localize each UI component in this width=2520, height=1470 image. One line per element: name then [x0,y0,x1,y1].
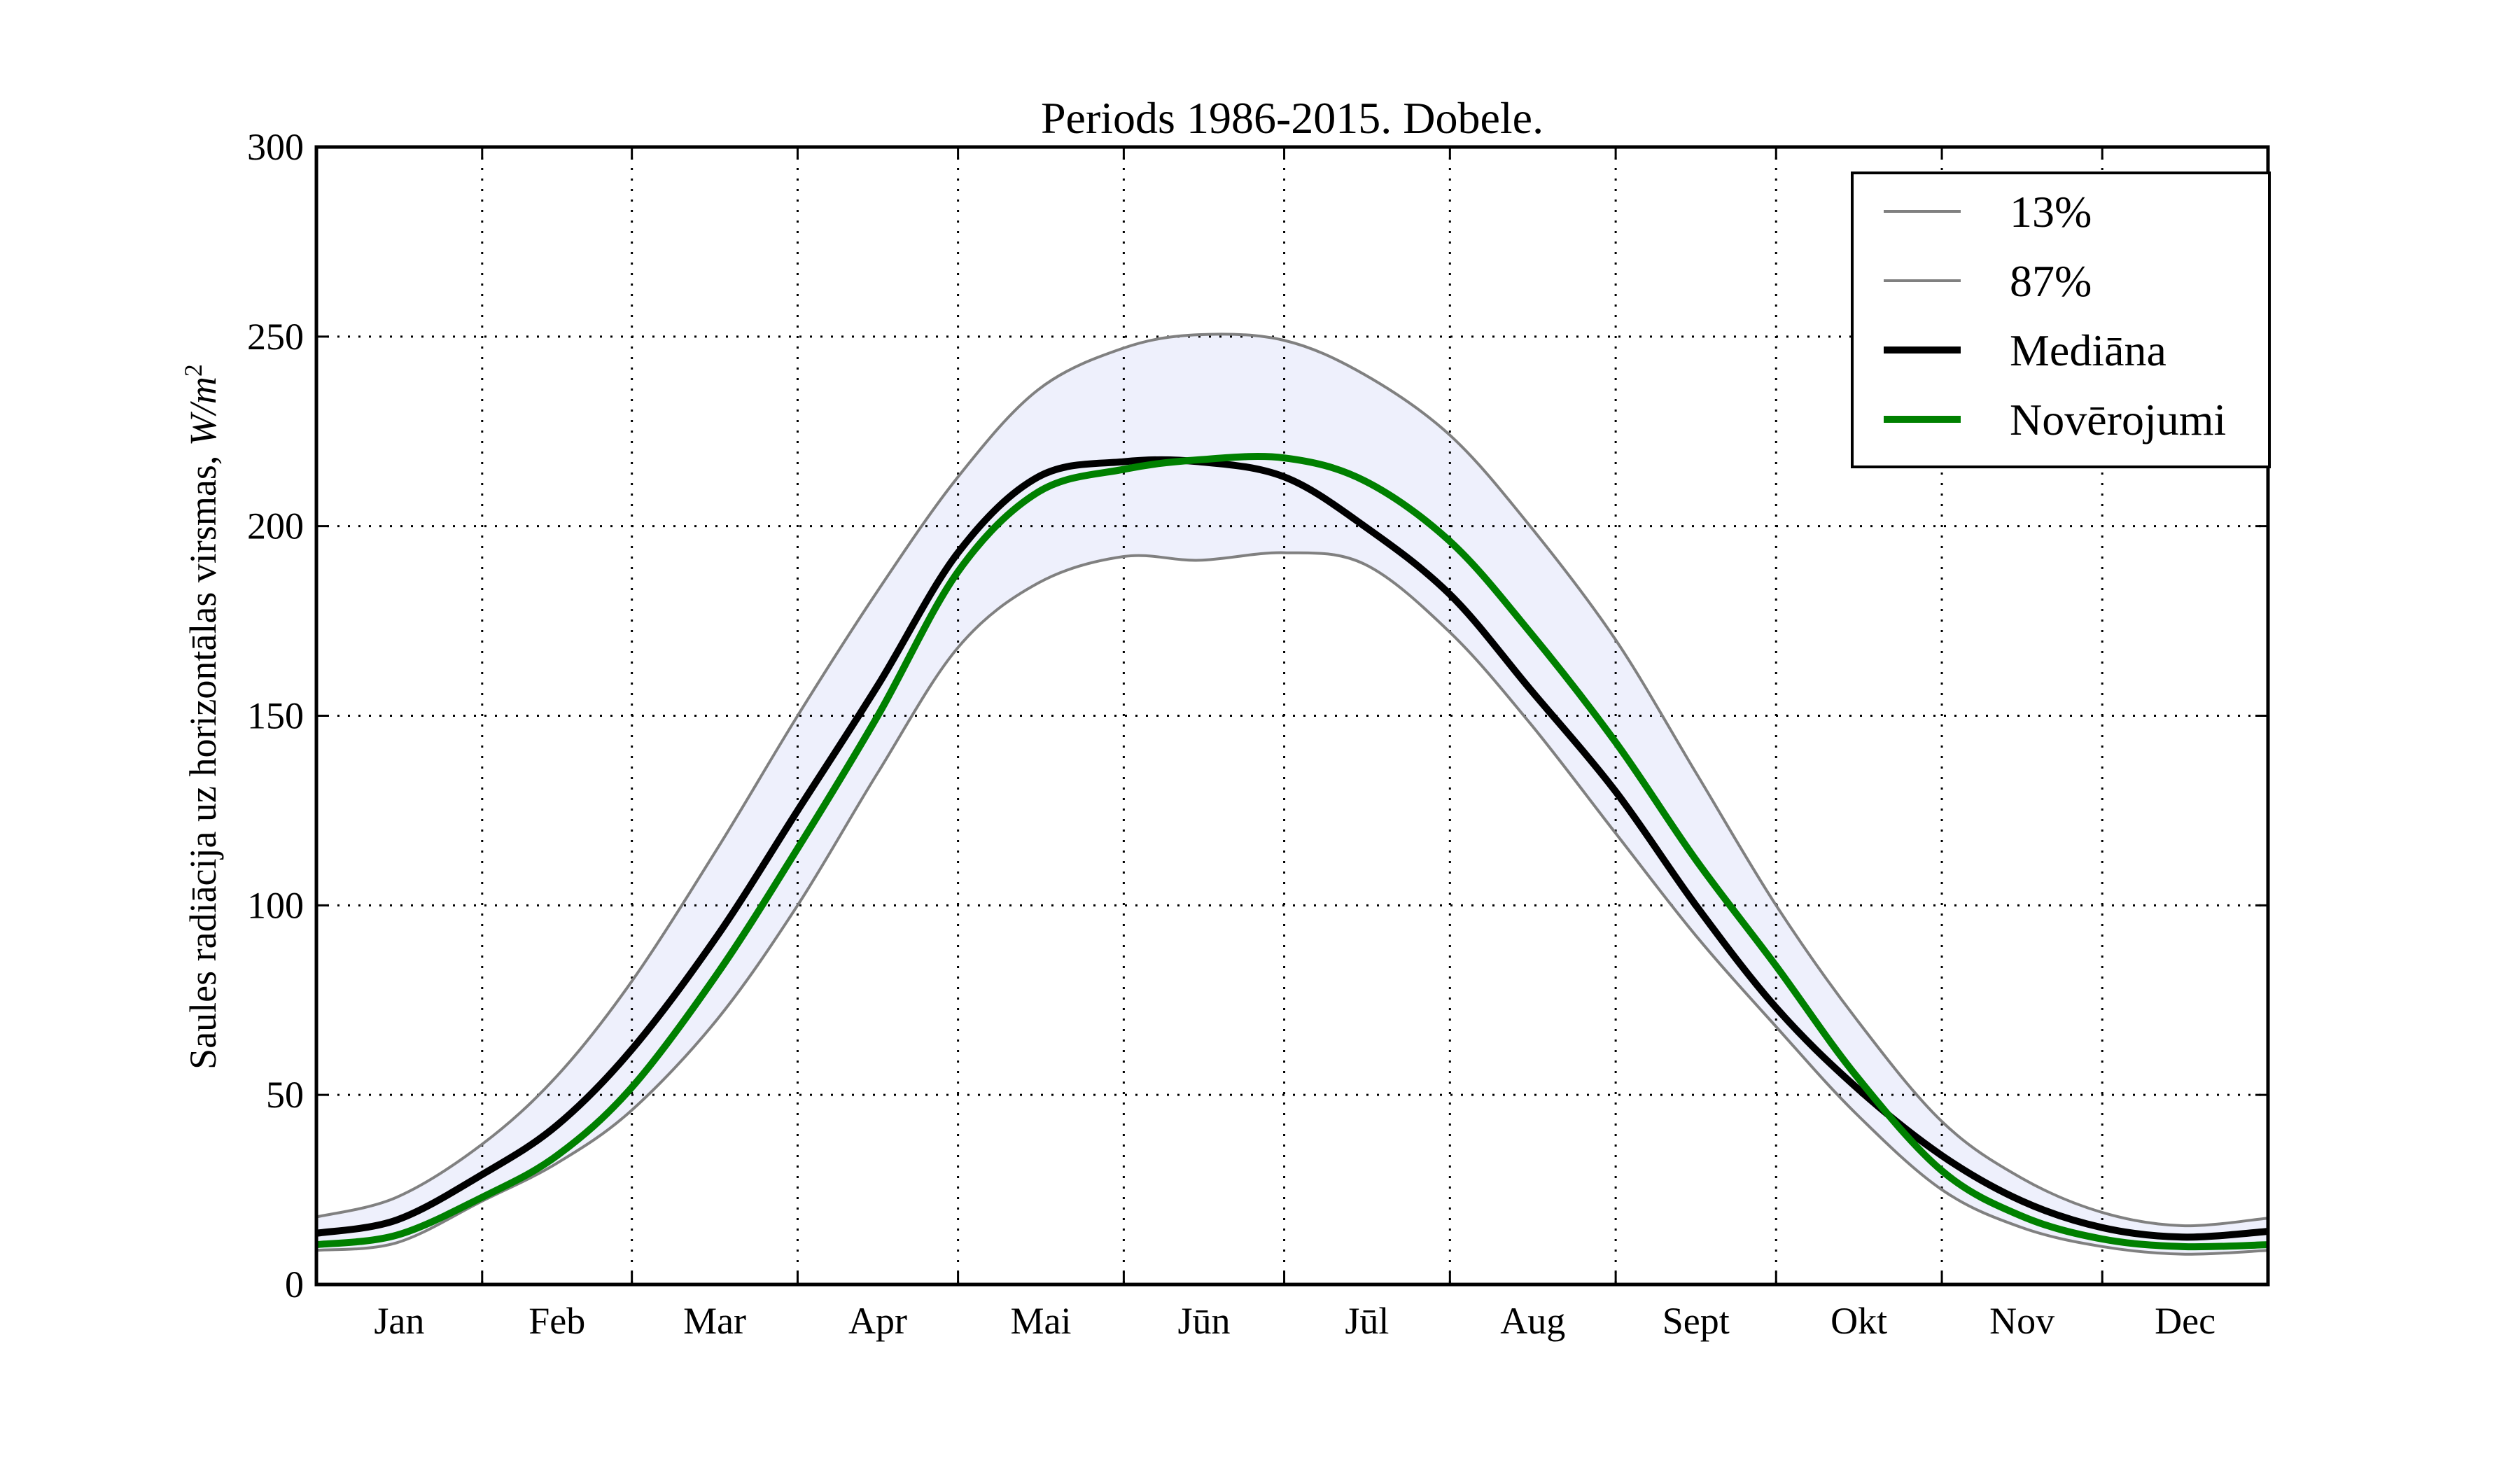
x-tick-label: Nov [1989,1300,2054,1342]
y-tick-label: 250 [247,316,304,358]
legend-item: Mediāna [1884,326,2166,375]
x-tick-label: Apr [848,1300,907,1342]
plot-area [314,145,2270,1287]
series-line-novērojumi [316,453,2269,1251]
x-tick-label: Okt [1830,1300,1887,1342]
series-line-mediāna [316,456,2269,1241]
percentile-band [316,334,2268,1254]
series-layer [316,332,2269,1256]
x-tick-labels: Jan Feb Mar Apr Mai Jūn Jūl Aug Sept Okt Nov Dec [374,1300,2216,1342]
legend-label: 87% [2010,256,2092,306]
legend: 13% 87% Mediāna Novērojumi [1851,172,2271,468]
legend-item: 13% [1884,187,2092,237]
series-line-13- [316,551,2269,1256]
x-tick-label: Mar [683,1300,746,1342]
x-tick-label: Jūn [1177,1300,1230,1342]
x-tick-label: Feb [528,1300,585,1342]
band-layer [316,334,2268,1254]
x-tick-label: Jūl [1345,1300,1389,1342]
x-tick-label: Sept [1662,1300,1730,1342]
y-tick-label: 200 [247,505,304,547]
y-axis-label-main: Saules radiācija uz horizontālas virsmas… [182,446,224,1070]
legend-label: 13% [2010,187,2092,237]
y-tick-labels: 0 50 100 150 200 250 300 [247,126,304,1306]
legend-item: Novērojumi [1884,395,2226,444]
series-line-87- [316,332,2269,1228]
legend-label: Mediāna [2010,326,2166,375]
legend-item: 87% [1884,256,2092,306]
y-tick-label: 300 [247,126,304,168]
x-tick-label: Dec [2155,1300,2216,1342]
y-tick-label: 100 [247,884,304,926]
y-tick-label: 150 [247,695,304,737]
y-axis-label-exp: 2 [179,364,207,377]
x-tick-label: Aug [1500,1300,1565,1342]
legend-label: Novērojumi [2010,395,2226,444]
y-tick-label: 0 [285,1264,304,1306]
y-axis-label: Saules radiācija uz horizontālas virsmas… [179,364,224,1070]
x-tick-label: Mai [1010,1300,1071,1342]
chart-title: Periods 1986-2015. Dobele. [1041,93,1544,143]
x-tick-label: Jan [374,1300,424,1342]
y-tick-label: 50 [266,1074,304,1116]
y-axis-label-unit: W/m [182,377,224,446]
